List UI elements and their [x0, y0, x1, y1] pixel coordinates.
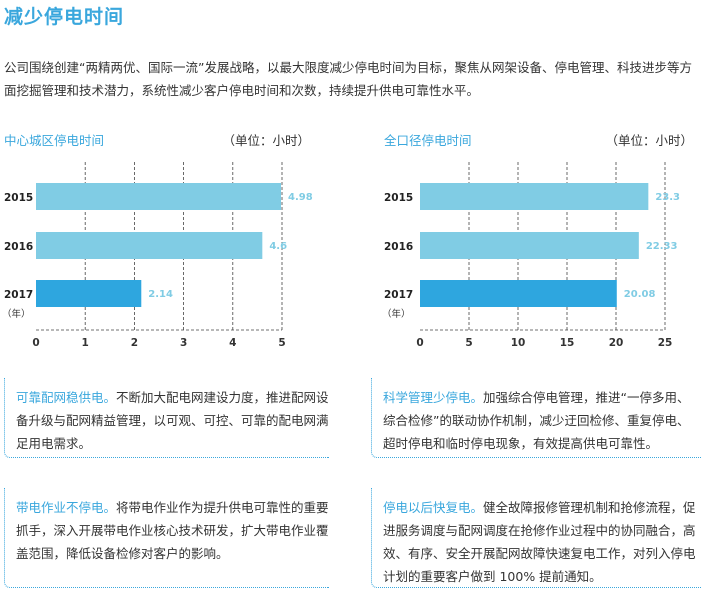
x-tick-label: 0	[416, 337, 423, 349]
x-tick-label: 10	[511, 337, 526, 349]
box-scientific-management: 科学管理少停电。加强综合停电管理，推进“一停多用、综合检修”的联动协作机制，减少…	[371, 378, 701, 458]
chart-unit: （单位：小时）	[605, 133, 693, 148]
bar-2015	[420, 183, 649, 210]
chart-title: 全口径停电时间	[384, 133, 472, 148]
box-body: 健全故障报修管理机制和抢修流程，促进服务调度与配网调度在抢修作业过程中的协同融合…	[383, 500, 696, 584]
x-tick-label: 25	[658, 337, 673, 349]
intro-paragraph: 公司围绕创建“两精两优、国际一流”发展战略，以最大限度减少停电时间为目标，聚焦从…	[4, 60, 692, 98]
bar-value-label: 4.6	[269, 241, 287, 252]
box-reliable-grid: 可靠配网稳供电。不断加大配电网建设力度，推进配网设备升级与配网精益管理，以可观、…	[4, 378, 329, 458]
chart-full-scope-svg: 全口径停电时间 （单位：小时） 0 5 10 15 20 25 23.3 2015 22.33 201…	[382, 133, 693, 349]
bar-2016	[420, 232, 639, 259]
box-body: 不断加大配电网建设力度，推进配网设备升级与配网精益管理，以可观、可控、可靠的配电…	[16, 390, 329, 451]
x-tick-label: 15	[560, 337, 575, 349]
y-category-label: 2015	[4, 192, 33, 204]
bar-value-label: 4.98	[288, 192, 313, 203]
box-head: 可靠配网稳供电。	[16, 390, 117, 405]
y-category-label: 2015	[384, 192, 413, 204]
bar-2015	[36, 183, 282, 210]
chart-title: 中心城区停电时间	[4, 133, 104, 148]
y-axis-unit: （年）	[382, 308, 411, 320]
bar-2017	[36, 280, 142, 307]
box-head: 带电作业不停电。	[16, 500, 117, 515]
bar-value-label: 2.14	[148, 289, 173, 300]
x-tick-label: 0	[32, 337, 39, 349]
chart-central-city-svg: 中心城区停电时间 （单位：小时） 0 1 2 3 4 5 4.98 2015 4.6 2016 2.14…	[2, 133, 313, 349]
box-body: 将带电作业作为提升供电可靠性的重要抓手，深入开展带电作业核心技术研发，扩大带电作…	[16, 500, 329, 561]
box-live-work: 带电作业不停电。将带电作业作为提升供电可靠性的重要抓手，深入开展带电作业核心技术…	[4, 488, 329, 588]
chart-central-city: 中心城区停电时间 （单位：小时） 0 1 2 3 4 5 4.98 2015 4.6 2016 2.14…	[0, 125, 360, 350]
y-category-label: 2017	[4, 289, 33, 301]
y-category-label: 2016	[384, 241, 413, 253]
bar-value-label: 22.33	[646, 241, 678, 252]
x-tick-label: 20	[609, 337, 624, 349]
y-category-label: 2016	[4, 241, 33, 253]
section-title: 减少停电时间	[4, 6, 125, 28]
bar-value-label: 23.3	[655, 192, 680, 203]
chart-full-scope: 全口径停电时间 （单位：小时） 0 5 10 15 20 25 23.3 2015 22.33 201…	[380, 125, 713, 350]
y-axis-unit: （年）	[2, 308, 31, 320]
bar-2016	[36, 232, 263, 259]
box-head: 停电以后快复电。	[383, 500, 484, 515]
x-tick-label: 4	[229, 337, 236, 349]
x-tick-label: 5	[278, 337, 285, 349]
x-tick-label: 5	[465, 337, 472, 349]
x-tick-label: 3	[180, 337, 187, 349]
x-tick-label: 1	[82, 337, 89, 349]
box-fast-restore: 停电以后快复电。健全故障报修管理机制和抢修流程，促进服务调度与配网调度在抢修作业…	[371, 488, 701, 588]
chart-unit: （单位：小时）	[222, 133, 310, 148]
bar-value-label: 20.08	[624, 289, 656, 300]
bar-2017	[420, 280, 617, 307]
box-head: 科学管理少停电。	[383, 390, 484, 405]
box-body: 加强综合停电管理，推进“一停多用、综合检修”的联动协作机制，减少迂回检修、重复停…	[383, 390, 690, 451]
y-category-label: 2017	[384, 289, 413, 301]
x-tick-label: 2	[131, 337, 138, 349]
